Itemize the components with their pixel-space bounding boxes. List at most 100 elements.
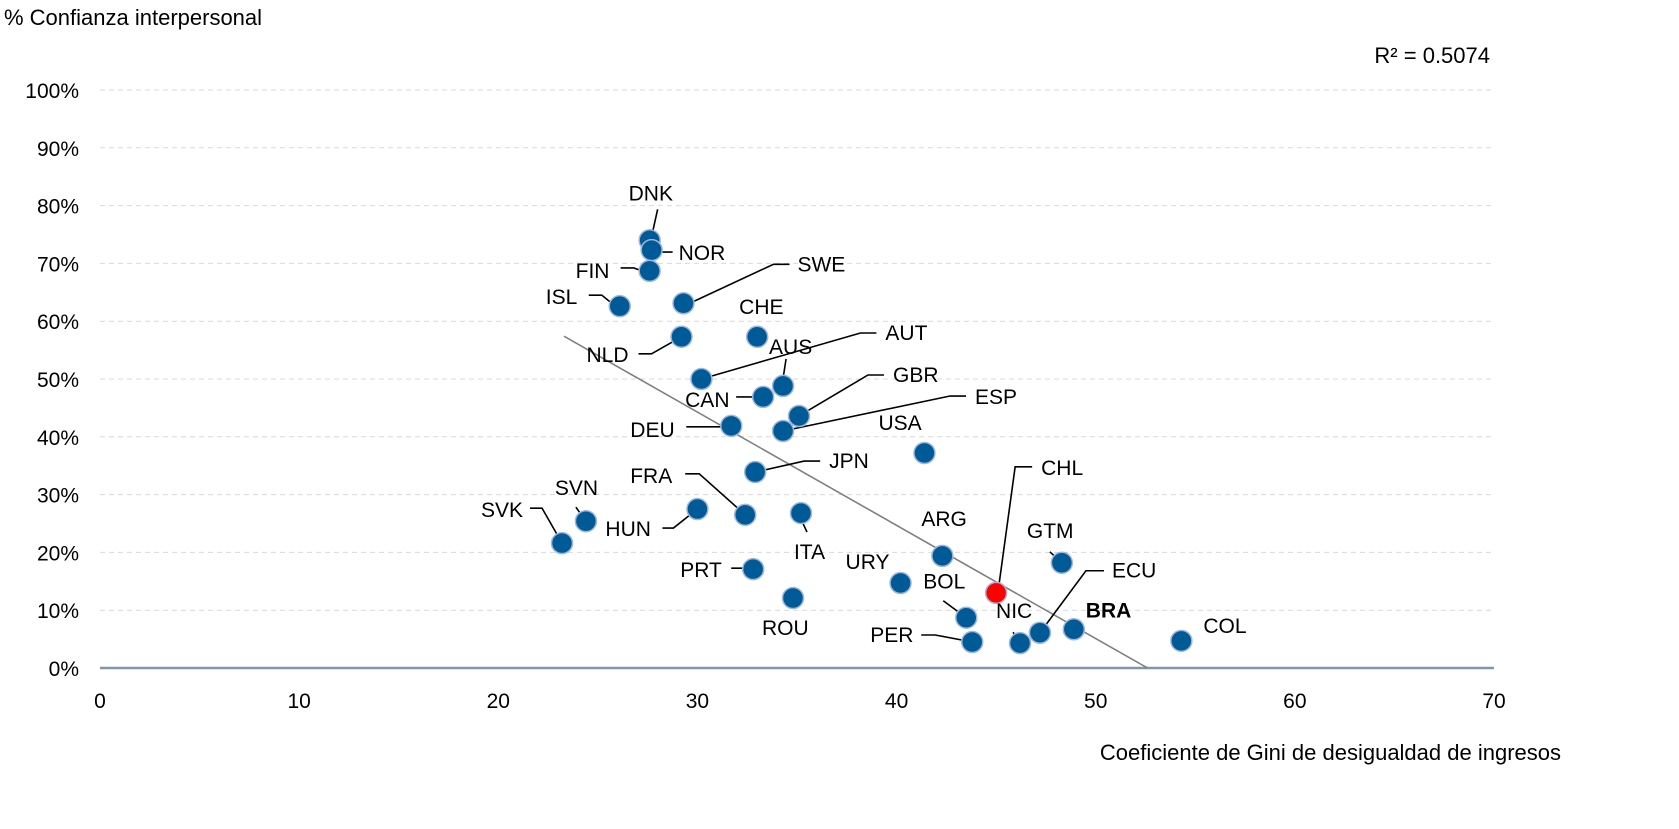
data-point-swe [672,292,695,315]
leader-line-nld [638,336,682,355]
data-label-can: CAN [685,389,729,412]
data-point-svk [550,531,574,555]
data-label-hun: HUN [605,518,651,541]
gridlines [100,89,1494,611]
data-point-nor [640,238,663,262]
data-label-svn: SVN [555,477,598,500]
data-point-gbr [787,404,811,428]
data-point-per [960,630,984,654]
data-point-col [1170,629,1193,653]
data-point-che [745,325,769,349]
data-point-aus [771,374,795,398]
data-label-swe: SWE [797,253,845,276]
x-tick-label: 30 [686,690,709,713]
leader-line-ecu [1039,569,1104,634]
leader-line-svk [530,507,563,544]
data-labels: DNK NOR FIN ISL SWE NLD CHE AUT AUS CAN GBR ESP DEU U… [481,182,1247,647]
y-tick-label: 20% [37,542,79,565]
data-label-esp: ESP [975,386,1017,409]
data-point-fra [733,503,757,527]
data-label-svk: SVK [481,499,523,522]
data-label-aus: AUS [769,336,812,359]
y-tick-label: 80% [37,196,79,219]
data-label-jpn: JPN [829,450,869,473]
data-point-arg [931,544,954,568]
leader-line-per [921,634,973,643]
x-axis-ticks: 0 10 20 30 40 50 60 70 [94,690,1506,713]
data-label-aut: AUT [885,322,927,345]
x-tick-label: 50 [1084,690,1107,713]
data-label-ecu: ECU [1112,560,1156,583]
y-tick-label: 90% [37,138,79,161]
data-point-nld [670,325,693,349]
y-axis-ticks: 0% 10% 20% 30% 40% 50% 60% 70% 80% 90% 100% [25,80,79,681]
leader-line-chl [997,466,1033,591]
data-label-col: COL [1203,615,1246,638]
data-label-rou: ROU [762,617,809,640]
data-point-ury [889,571,912,595]
leader-line-swe [685,263,790,307]
data-label-prt: PRT [680,559,722,582]
data-point-esp [771,419,795,443]
x-tick-label: 20 [487,690,510,713]
y-tick-label: 70% [37,253,79,276]
leader-line-aut [701,332,877,380]
data-point-prt [741,557,765,581]
leader-line-fra [685,473,746,516]
y-tick-label: 30% [37,485,79,508]
data-point-chl [984,581,1008,605]
r-squared-annotation: R² = 0.5074 [1374,43,1490,68]
data-label-bra: BRA [1086,599,1132,622]
leader-line-esp [782,395,967,432]
data-point-gtm [1050,551,1074,575]
data-label-per: PER [870,624,913,647]
data-label-bol: BOL [923,571,965,594]
leader-line-gbr [798,374,884,417]
x-tick-label: 0 [94,690,106,713]
data-point-can [751,385,775,409]
y-tick-label: 60% [37,311,79,334]
x-tick-label: 70 [1482,690,1505,713]
data-point-deu [720,414,743,438]
data-label-nld: NLD [586,344,628,367]
trendline [563,335,1148,669]
data-point-ita [789,501,813,525]
data-point-usa [913,441,936,465]
data-point-aut [690,367,713,391]
leader-line-jpn [755,460,821,473]
y-tick-label: 100% [25,80,79,103]
x-tick-label: 10 [287,690,310,713]
trendline-segment [563,335,1148,669]
data-point-fin [638,259,661,283]
data-point-bra [1062,618,1086,641]
data-label-chl: CHL [1041,457,1083,480]
data-point-rou [781,586,805,610]
data-point-jpn [743,460,767,484]
data-label-gbr: GBR [893,364,939,387]
x-axis-title: Coeficiente de Gini de desigualdad de in… [1100,740,1561,765]
data-point-hun [686,497,709,521]
data-label-che: CHE [739,296,783,319]
data-label-dnk: DNK [629,182,673,205]
data-point-nic [1008,631,1032,655]
data-label-deu: DEU [630,419,674,442]
data-label-usa: USA [878,412,921,435]
data-point-ecu [1028,621,1052,644]
y-tick-label: 0% [49,658,79,681]
data-point-svn [574,509,598,533]
data-points [550,229,1193,655]
y-tick-label: 10% [37,600,79,623]
data-label-nor: NOR [679,242,726,265]
y-axis-title: % Confianza interpersonal [4,5,262,30]
data-label-nic: NIC [996,600,1032,623]
x-tick-label: 60 [1283,690,1306,713]
data-label-gtm: GTM [1027,520,1074,543]
data-label-isl: ISL [546,286,578,309]
data-point-bol [955,606,978,629]
data-point-isl [608,294,632,318]
data-label-fra: FRA [630,465,672,488]
y-tick-label: 50% [37,369,79,392]
data-label-fin: FIN [576,260,610,283]
data-label-arg: ARG [921,508,967,531]
